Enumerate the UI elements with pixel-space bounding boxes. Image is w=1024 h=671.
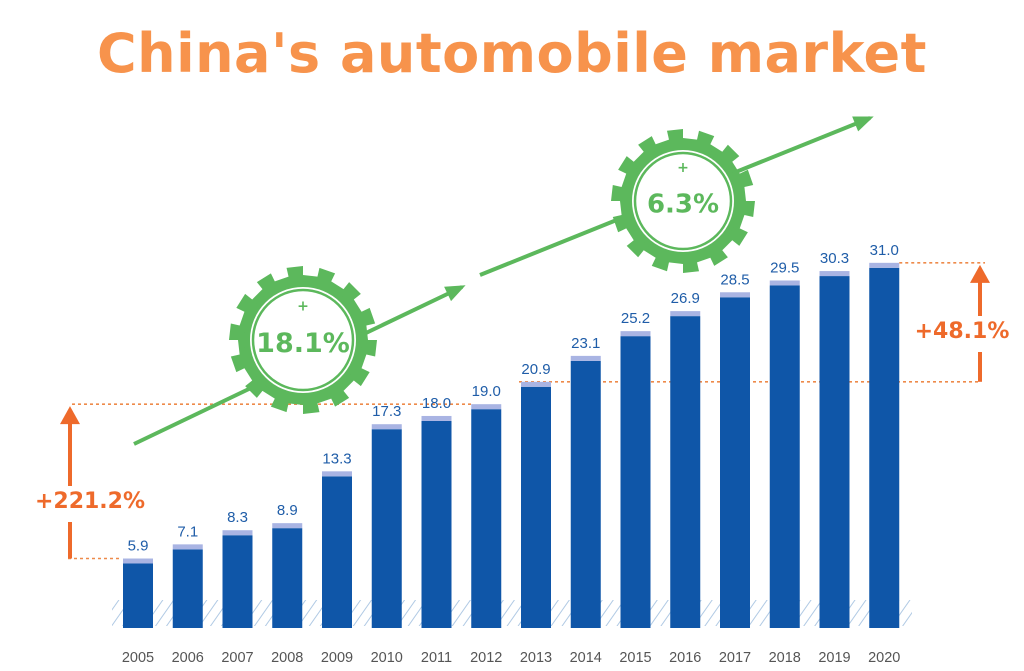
bar-cap [371, 424, 402, 430]
x-tick-label: 2015 [619, 650, 651, 666]
badge-sign: + [677, 160, 689, 176]
bar [322, 476, 352, 628]
gear-badge-icon: +6.3% [611, 129, 755, 273]
x-tick-label: 2013 [520, 650, 552, 666]
growth-label: +48.1% [915, 319, 1010, 344]
gear-ring-line [633, 151, 733, 251]
x-tick-label: 2007 [221, 650, 253, 666]
bar-cap [172, 544, 203, 550]
value-label: 5.9 [128, 537, 149, 554]
bar [272, 528, 303, 628]
gear-inner-ring [250, 287, 356, 393]
value-label: 7.1 [177, 523, 198, 540]
bar-cap [123, 558, 153, 564]
bar-cap [521, 381, 551, 387]
bar-cap [570, 355, 601, 361]
bar-cap [322, 471, 352, 477]
bar [620, 336, 651, 628]
badge-sign: + [297, 298, 309, 314]
x-tick-label: 2008 [271, 650, 303, 666]
bar [371, 429, 402, 628]
x-tick-labels-group: 2005 2006 2007 2008 2009 2010 2011 2012 2013 2014… [122, 650, 901, 666]
value-label: 29.5 [770, 259, 799, 276]
value-label: 25.2 [621, 310, 650, 327]
bar-cap [819, 271, 850, 277]
bar [123, 563, 153, 628]
bar [222, 535, 253, 628]
bar-cap [769, 280, 800, 286]
growth-badges: +18.1%+6.3% [229, 129, 755, 414]
bar-cap [620, 331, 651, 337]
x-tick-label: 2006 [172, 650, 204, 666]
bar-cap [720, 292, 750, 298]
bars-group [123, 262, 900, 628]
badge-value: 18.1% [256, 328, 350, 359]
bar-cap [272, 523, 303, 529]
bar [720, 297, 750, 628]
bar [869, 267, 900, 628]
bar [670, 316, 701, 628]
x-tick-label: 2012 [470, 650, 502, 666]
value-label: 31.0 [870, 242, 899, 259]
x-tick-label: 2017 [719, 650, 751, 666]
value-label: 8.9 [277, 502, 298, 519]
value-labels-group: 5.9 7.1 8.3 8.9 13.3 17.3 18.0 19.0 20.9 23.1 25.2… [128, 242, 899, 555]
x-tick-label: 2016 [669, 650, 701, 666]
value-label: 18.0 [422, 395, 451, 412]
chart-title: China's automobile market [97, 22, 927, 85]
bar [570, 360, 601, 628]
bar-cap [421, 415, 452, 421]
bar-cap [670, 311, 701, 317]
trend-arrow-icon [852, 116, 874, 132]
bar [421, 420, 452, 628]
value-label: 19.0 [472, 383, 501, 400]
bar [471, 409, 502, 628]
x-tick-label: 2005 [122, 650, 154, 666]
bar [819, 276, 850, 628]
bar [521, 386, 551, 628]
x-tick-label: 2010 [371, 650, 403, 666]
growth-label: +221.2% [35, 489, 145, 514]
value-label: 20.9 [521, 361, 550, 378]
bar [769, 285, 800, 628]
bar-cap [471, 404, 502, 410]
bar-cap [869, 262, 900, 268]
value-label: 23.1 [571, 335, 600, 352]
value-label: 30.3 [820, 250, 849, 267]
trend-arrows [133, 116, 874, 446]
gear-inner-ring [632, 150, 734, 252]
gear-badge-icon: +18.1% [229, 266, 377, 414]
x-tick-label: 2009 [321, 650, 353, 666]
gear-ring-line [251, 288, 355, 392]
value-label: 13.3 [322, 450, 351, 467]
x-tick-label: 2018 [769, 650, 801, 666]
bar-cap [222, 530, 253, 536]
bar [172, 549, 203, 628]
x-tick-label: 2014 [570, 650, 602, 666]
value-label: 28.5 [720, 271, 749, 288]
up-arrow-icon [60, 406, 80, 425]
value-label: 26.9 [671, 290, 700, 307]
x-tick-label: 2011 [421, 650, 452, 666]
x-tick-label: 2020 [868, 650, 900, 666]
x-tick-label: 2019 [818, 650, 850, 666]
badge-value: 6.3% [647, 190, 719, 220]
growth-indicators: +221.2% +48.1% [35, 264, 1010, 559]
up-arrow-icon [970, 264, 990, 283]
value-label: 17.3 [372, 403, 401, 420]
trend-arrow-icon [444, 285, 466, 302]
value-label: 8.3 [227, 509, 248, 526]
